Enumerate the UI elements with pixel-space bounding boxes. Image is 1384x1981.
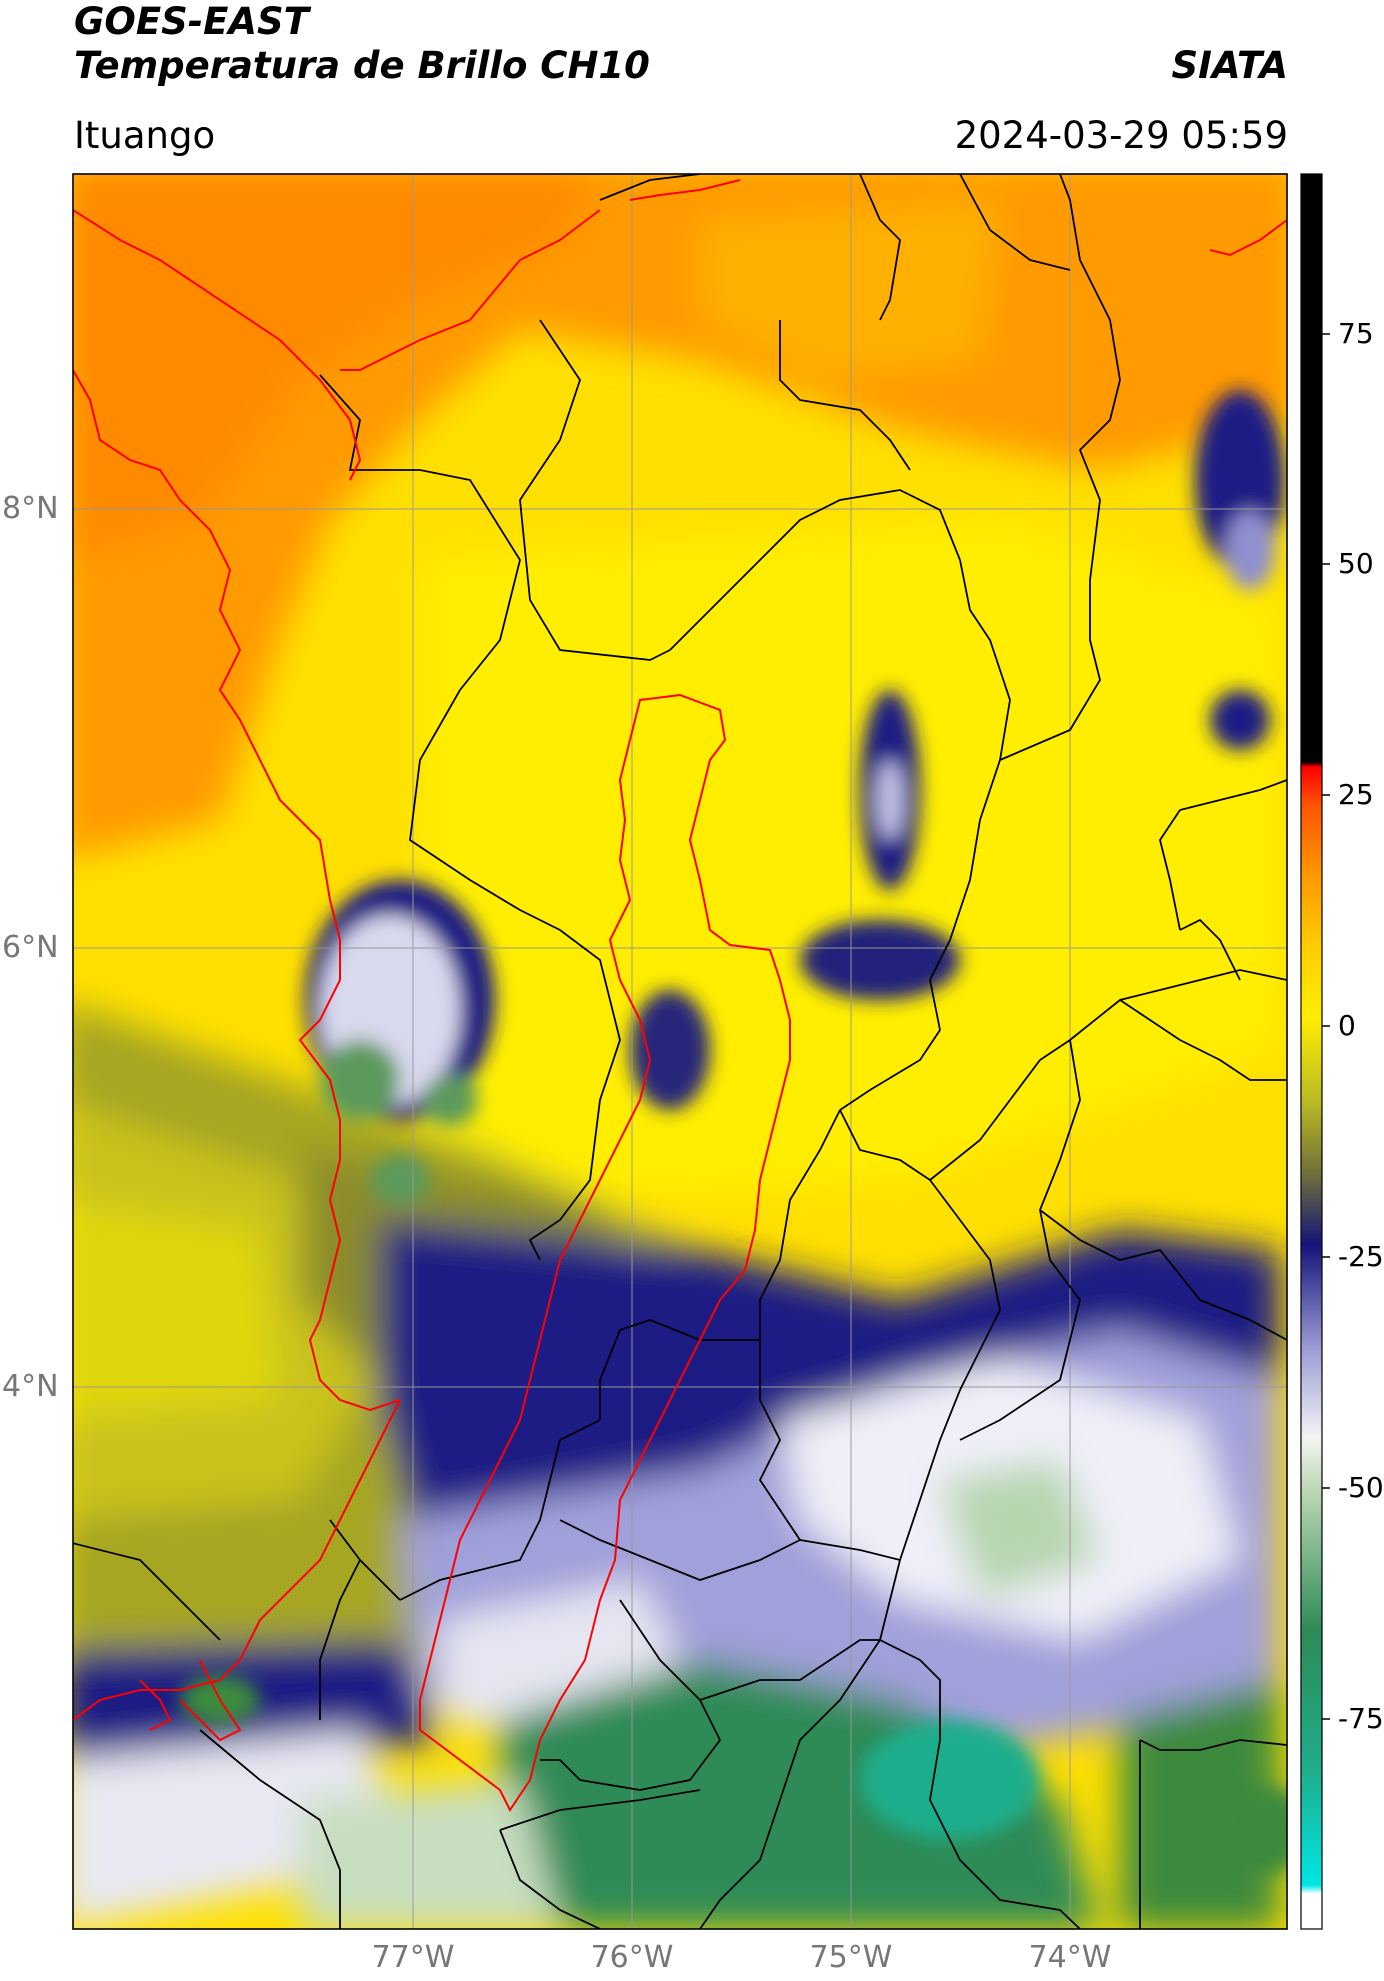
colorbar-label-minus25: -25 [1338, 1240, 1384, 1273]
title-product: Temperatura de Brillo CH10 [74, 44, 650, 87]
colorbar-label-25: 25 [1338, 778, 1374, 811]
map-frame [72, 173, 1288, 1930]
lat-label-4n: 4°N [2, 1369, 59, 1404]
colorbar-label-0: 0 [1338, 1009, 1356, 1042]
lon-label-75w: 75°W [809, 1940, 893, 1975]
timestamp-label: 2024-03-29 05:59 [954, 114, 1288, 157]
colorbar-label-minus50: -50 [1338, 1471, 1384, 1504]
colorbar [1300, 173, 1323, 1930]
brand-label: SIATA [1171, 44, 1288, 87]
lat-label-6n: 6°N [2, 930, 59, 965]
colorbar-label-75: 75 [1338, 317, 1374, 350]
lat-label-8n: 8°N [2, 491, 59, 526]
title-satellite: GOES-EAST [74, 0, 309, 43]
department-borders [73, 174, 1287, 1929]
colorbar-label-minus75: -75 [1338, 1702, 1384, 1735]
region-label: Ituango [74, 114, 216, 157]
lon-label-74w: 74°W [1028, 1940, 1112, 1975]
colorbar-ticks [1322, 333, 1330, 1720]
graticule [73, 174, 1287, 1929]
map-raster [73, 174, 1287, 1929]
colorbar-label-50: 50 [1338, 547, 1374, 580]
red-boundaries [73, 179, 1287, 1812]
lon-label-76w: 76°W [590, 1940, 674, 1975]
lon-label-77w: 77°W [371, 1940, 455, 1975]
